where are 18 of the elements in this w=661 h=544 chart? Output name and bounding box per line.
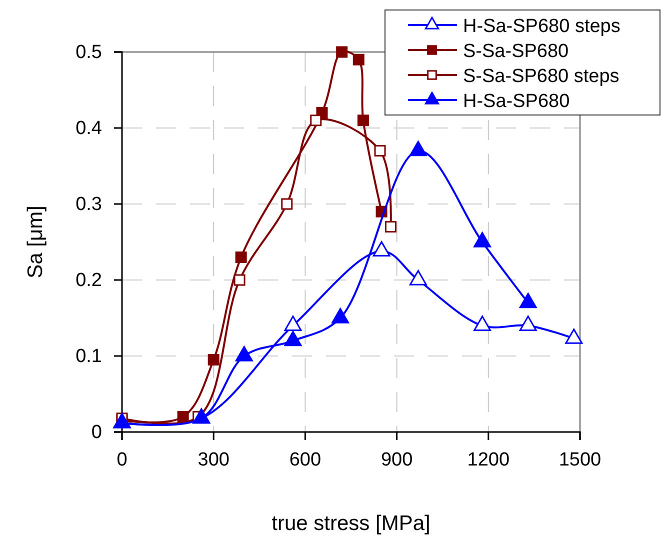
y-tick-label: 0.4 (76, 118, 102, 140)
legend-label: S-Sa-SP680 steps (463, 66, 620, 87)
x-tick-label: 0 (116, 449, 128, 470)
x-axis-title: true stress [MPa] (272, 512, 430, 535)
legend-label: H-Sa-SP680 steps (463, 16, 620, 37)
x-tick-label: 900 (380, 449, 413, 470)
x-tick-label: 1500 (558, 449, 602, 470)
y-tick-label: 0 (91, 422, 102, 444)
x-tick-label: 300 (198, 449, 230, 470)
x-tick-label: 600 (289, 449, 322, 470)
legend-label: H-Sa-SP680 (463, 91, 570, 112)
y-tick-label: 0.1 (76, 346, 102, 368)
legend-label: S-Sa-SP680 (463, 41, 569, 62)
y-tick-label: 0.2 (76, 270, 102, 292)
x-tick-label: 1200 (467, 449, 510, 470)
y-tick-label: 0.5 (76, 42, 102, 64)
y-axis-title: Sa [μm] (24, 206, 47, 278)
y-tick-label: 0.3 (76, 194, 102, 216)
